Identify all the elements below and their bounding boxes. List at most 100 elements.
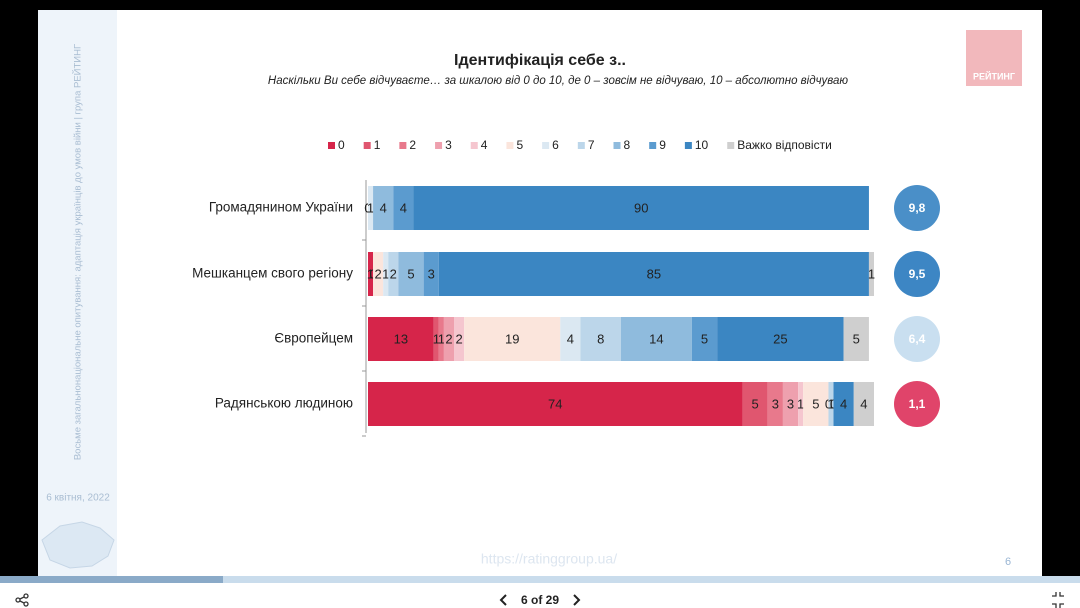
data-label: 14 bbox=[649, 331, 663, 346]
data-label: 2 bbox=[390, 266, 397, 281]
fullscreen-button[interactable] bbox=[1052, 592, 1064, 608]
legend-label: 4 bbox=[481, 138, 488, 152]
bar-segment bbox=[798, 382, 804, 426]
data-label: 74 bbox=[548, 396, 562, 411]
legend-label: 9 bbox=[659, 138, 666, 152]
bar-segment bbox=[803, 382, 829, 426]
bar-segment bbox=[454, 317, 465, 361]
bar-segment bbox=[413, 186, 869, 230]
bar-segment bbox=[767, 382, 783, 426]
legend-swatch bbox=[328, 142, 335, 149]
bar-segment bbox=[691, 317, 718, 361]
data-label: 2 bbox=[455, 331, 462, 346]
sidebar-text: Восьме загальнонаціональне опитування: а… bbox=[72, 44, 84, 460]
legend-label: 1 bbox=[374, 138, 381, 152]
bar-segment bbox=[621, 317, 692, 361]
footer-url: https://ratinggroup.ua/ bbox=[481, 551, 617, 567]
data-label: 13 bbox=[394, 331, 408, 346]
bar-segment bbox=[868, 252, 874, 296]
data-label: 1 bbox=[797, 396, 804, 411]
data-label: 1 bbox=[382, 266, 389, 281]
data-label: 19 bbox=[505, 331, 519, 346]
data-label: 4 bbox=[840, 396, 847, 411]
data-label: 90 bbox=[634, 200, 648, 215]
bar-segment bbox=[368, 252, 374, 296]
legend-swatch bbox=[684, 142, 692, 149]
bar-segment bbox=[782, 382, 799, 426]
data-label: 5 bbox=[407, 266, 414, 281]
data-label: 1 bbox=[868, 266, 875, 281]
bar-segment bbox=[717, 317, 844, 361]
category-label: Європейцем bbox=[274, 331, 353, 346]
legend-label: 7 bbox=[588, 138, 595, 152]
date: 6 квітня, 2022 bbox=[46, 493, 110, 504]
data-label: 4 bbox=[400, 200, 407, 215]
bar-segment bbox=[373, 186, 394, 230]
legend-swatch bbox=[649, 142, 657, 149]
data-label: 1 bbox=[827, 396, 834, 411]
legend-swatch bbox=[506, 142, 514, 149]
share-button[interactable] bbox=[15, 593, 29, 607]
bar-segment bbox=[373, 252, 384, 296]
data-label: 3 bbox=[428, 266, 435, 281]
page-indicator: 6 of 29 bbox=[521, 593, 559, 607]
mean-label: 6,4 bbox=[909, 332, 926, 346]
bar-segment bbox=[580, 317, 621, 361]
data-label: 5 bbox=[812, 396, 819, 411]
bar-segment bbox=[438, 252, 869, 296]
legend-label: 0 bbox=[338, 138, 345, 152]
logo: РЕЙТИНГ bbox=[973, 70, 1015, 81]
bar-segment bbox=[383, 252, 389, 296]
bar-segment bbox=[368, 186, 374, 230]
legend-swatch bbox=[613, 142, 621, 149]
next-button[interactable] bbox=[573, 594, 581, 606]
data-label: 1 bbox=[367, 200, 374, 215]
chart-subtitle: Наскільки Ви себе відчуваєте… за шкалою … bbox=[268, 75, 849, 87]
bar-segment bbox=[560, 317, 581, 361]
bar-segment bbox=[368, 317, 434, 361]
legend-swatch bbox=[727, 142, 735, 149]
legend-label: 3 bbox=[445, 138, 452, 152]
page-number: 6 bbox=[1005, 556, 1011, 568]
data-label: 5 bbox=[853, 331, 860, 346]
category-label: Громадянином України bbox=[209, 200, 353, 215]
mean-marker bbox=[894, 316, 940, 362]
mean-label: 9,5 bbox=[909, 267, 926, 281]
data-label: 4 bbox=[380, 200, 387, 215]
legend-swatch bbox=[363, 142, 371, 149]
bar-segment bbox=[398, 252, 424, 296]
data-label: 3 bbox=[772, 396, 779, 411]
bar-segment bbox=[368, 382, 743, 426]
data-label: 4 bbox=[860, 396, 867, 411]
mean-label: 9,8 bbox=[909, 201, 926, 215]
data-label: 1 bbox=[433, 331, 440, 346]
prev-button[interactable] bbox=[499, 594, 507, 606]
bar-segment bbox=[438, 317, 444, 361]
data-label: 2 bbox=[445, 331, 452, 346]
data-label: 2 bbox=[375, 266, 382, 281]
mean-marker bbox=[894, 381, 940, 427]
category-label: Мешканцем свого регіону bbox=[192, 266, 353, 281]
legend-label: 5 bbox=[516, 138, 523, 152]
data-label: 8 bbox=[597, 331, 604, 346]
legend-swatch bbox=[470, 142, 478, 149]
mean-label: 1,1 bbox=[909, 397, 926, 411]
mean-marker bbox=[894, 251, 940, 297]
bar-segment bbox=[833, 382, 854, 426]
category-label: Радянською людиною bbox=[215, 396, 353, 411]
progress-fill bbox=[0, 576, 223, 583]
legend-label: 10 bbox=[695, 138, 709, 152]
legend-swatch bbox=[542, 142, 550, 149]
data-label: 25 bbox=[773, 331, 787, 346]
legend-swatch bbox=[577, 142, 585, 149]
legend-label: Важко відповісти bbox=[737, 138, 832, 152]
bar-segment bbox=[433, 317, 439, 361]
bar-segment bbox=[843, 317, 869, 361]
progress-track bbox=[0, 576, 1080, 583]
bar-segment bbox=[742, 382, 768, 426]
legend-label: 6 bbox=[552, 138, 559, 152]
bar-segment bbox=[443, 317, 455, 361]
data-label: 85 bbox=[647, 266, 661, 281]
